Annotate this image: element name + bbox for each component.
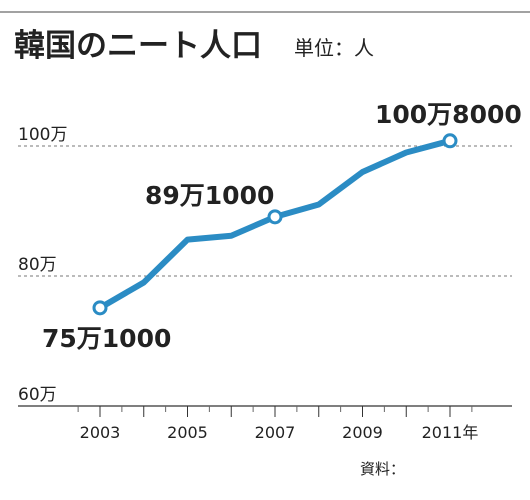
data-label: 100万8000 bbox=[375, 100, 522, 129]
x-axis: 2003 2005 2007 2009 2011年 bbox=[77, 406, 479, 442]
data-label: 89万1000 bbox=[145, 181, 274, 210]
y-tick-label: 80万 bbox=[18, 255, 57, 275]
point-markers bbox=[92, 133, 458, 316]
x-tick-label: 2005 bbox=[167, 423, 208, 442]
x-tick-label: 2003 bbox=[80, 423, 121, 442]
data-label: 75万1000 bbox=[42, 324, 171, 353]
x-tick-label: 2011年 bbox=[422, 423, 479, 442]
point-marker bbox=[267, 209, 283, 225]
x-tick-label: 2009 bbox=[342, 423, 383, 442]
y-tick-label: 60万 bbox=[18, 385, 57, 405]
source-label: 資料： bbox=[360, 460, 405, 478]
unit-label: 単位：人 bbox=[294, 36, 374, 60]
y-tick-label: 100万 bbox=[18, 125, 67, 145]
point-marker bbox=[442, 133, 458, 149]
chart-title: 韓国のニート人口 bbox=[14, 28, 262, 64]
data-labels: 75万1000 89万1000 100万8000 bbox=[42, 100, 522, 353]
y-axis-labels: 100万 80万 60万 bbox=[18, 125, 67, 405]
point-marker bbox=[92, 300, 108, 316]
x-tick-label: 2007 bbox=[255, 423, 296, 442]
